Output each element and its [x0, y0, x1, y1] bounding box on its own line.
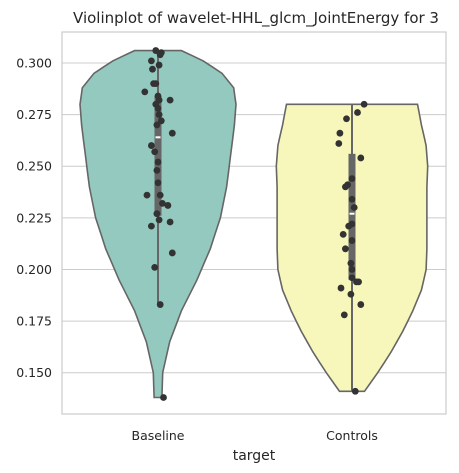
chart-title: Violinplot of wavelet-HHL_glcm_JointEner… [73, 9, 439, 28]
data-point [342, 183, 349, 191]
data-point [342, 245, 349, 253]
data-point [166, 96, 174, 104]
data-point [159, 199, 166, 207]
data-point [357, 154, 365, 162]
box-controls [348, 153, 356, 280]
point-layer [141, 47, 368, 401]
data-point [337, 284, 345, 292]
plot-frame [61, 31, 447, 415]
data-point [154, 179, 162, 187]
data-point [348, 195, 356, 203]
data-point [166, 218, 174, 226]
data-point [148, 142, 155, 149]
y-tick-label: 0.200 [16, 262, 52, 277]
data-point [143, 191, 151, 199]
data-point [148, 57, 155, 65]
data-point [335, 140, 343, 147]
data-point [155, 111, 163, 118]
box-baseline [154, 96, 162, 216]
data-point [141, 88, 149, 96]
x-tick-label: Baseline [132, 428, 185, 443]
data-point [347, 259, 355, 267]
data-point [360, 100, 368, 108]
data-point [351, 387, 359, 395]
data-point [156, 51, 164, 59]
data-point [339, 230, 347, 238]
data-point [348, 175, 356, 183]
data-point [154, 105, 162, 112]
y-tick-label: 0.300 [16, 55, 52, 70]
data-point [357, 301, 365, 308]
data-point [149, 65, 156, 73]
data-point [168, 129, 176, 137]
data-point [160, 394, 167, 401]
data-point [154, 158, 162, 166]
data-point [155, 61, 163, 69]
data-point [148, 222, 155, 230]
data-point [164, 202, 172, 209]
data-point [168, 249, 176, 257]
data-point [354, 109, 361, 116]
data-point [336, 129, 344, 137]
data-point [345, 222, 353, 230]
data-point [348, 237, 356, 244]
data-point [155, 216, 163, 224]
data-point [156, 191, 164, 199]
data-point [347, 290, 355, 298]
y-tick-label: 0.225 [16, 210, 52, 225]
x-tick-label: Controls [326, 428, 378, 443]
data-point [343, 115, 350, 123]
y-tick-label: 0.150 [16, 365, 52, 380]
x-tick-labels: Baseline Controls [132, 428, 378, 443]
data-point [156, 301, 164, 308]
y-tick-labels: 0.150 0.175 0.200 0.225 0.250 0.275 0.300 [16, 55, 52, 380]
violin-layer [79, 49, 429, 399]
data-point [153, 166, 161, 174]
data-point [151, 148, 159, 156]
data-point [153, 121, 161, 129]
median-baseline [155, 136, 161, 139]
data-point [157, 117, 165, 125]
y-tick-label: 0.175 [16, 314, 52, 329]
data-point [353, 278, 360, 286]
y-tick-label: 0.275 [16, 107, 52, 122]
data-point [152, 80, 160, 88]
data-point [151, 263, 159, 271]
y-tick-label: 0.250 [16, 159, 52, 174]
median-controls [349, 212, 355, 215]
data-point [152, 47, 160, 54]
data-point [153, 210, 161, 218]
data-point [340, 311, 348, 319]
data-point [348, 274, 356, 282]
data-point [348, 266, 356, 273]
x-axis-label: target [233, 448, 276, 464]
data-point [350, 204, 358, 211]
